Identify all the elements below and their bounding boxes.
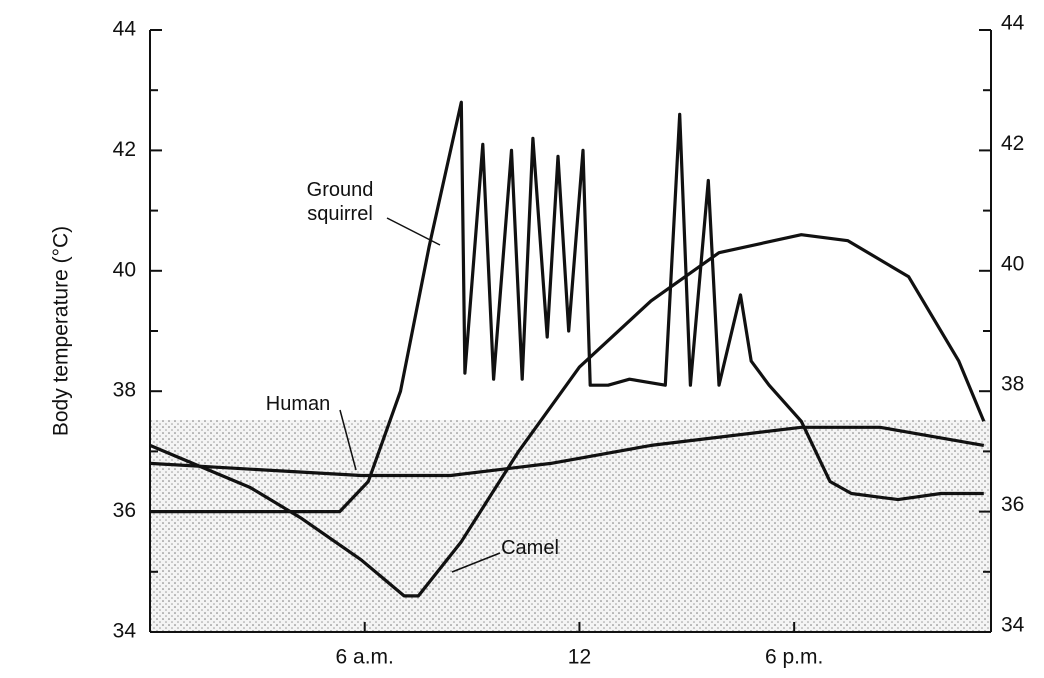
series-label-box: Camel xyxy=(501,537,559,559)
label-leader xyxy=(339,409,357,471)
y-tick-label: 40 xyxy=(113,258,136,281)
y2-tick-label: 42 xyxy=(1001,132,1024,155)
label-leader xyxy=(451,552,501,573)
y-tick-label: 44 xyxy=(113,18,137,41)
y2-tick-label: 40 xyxy=(1001,252,1024,275)
y-tick-label: 38 xyxy=(113,379,136,402)
series-label: Ground squirrel xyxy=(306,179,374,225)
y-tick-label: 36 xyxy=(113,499,136,522)
y-tick-label: 42 xyxy=(113,138,136,161)
stipple-background xyxy=(150,420,991,632)
series-label-box: Ground squirrel xyxy=(306,179,374,225)
series-label: Human xyxy=(265,393,331,415)
y2-tick-label: 34 xyxy=(1001,614,1025,637)
y2-tick-label: 44 xyxy=(1001,12,1025,35)
line-series xyxy=(149,425,985,478)
y-tick-label: 34 xyxy=(113,620,137,643)
y2-tick-label: 38 xyxy=(1001,373,1024,396)
series-label-box: Human xyxy=(265,393,331,415)
label-leader xyxy=(386,217,441,246)
x-tick-label: 6 p.m. xyxy=(765,646,823,669)
x-tick-label: 12 xyxy=(568,646,591,669)
y-axis-label: Body temperature (°C) xyxy=(50,226,73,436)
y2-tick-label: 36 xyxy=(1001,493,1024,516)
line-series xyxy=(149,233,986,598)
x-tick-label: 6 a.m. xyxy=(336,646,394,669)
series-label: Camel xyxy=(501,537,559,559)
line-series xyxy=(150,100,984,514)
